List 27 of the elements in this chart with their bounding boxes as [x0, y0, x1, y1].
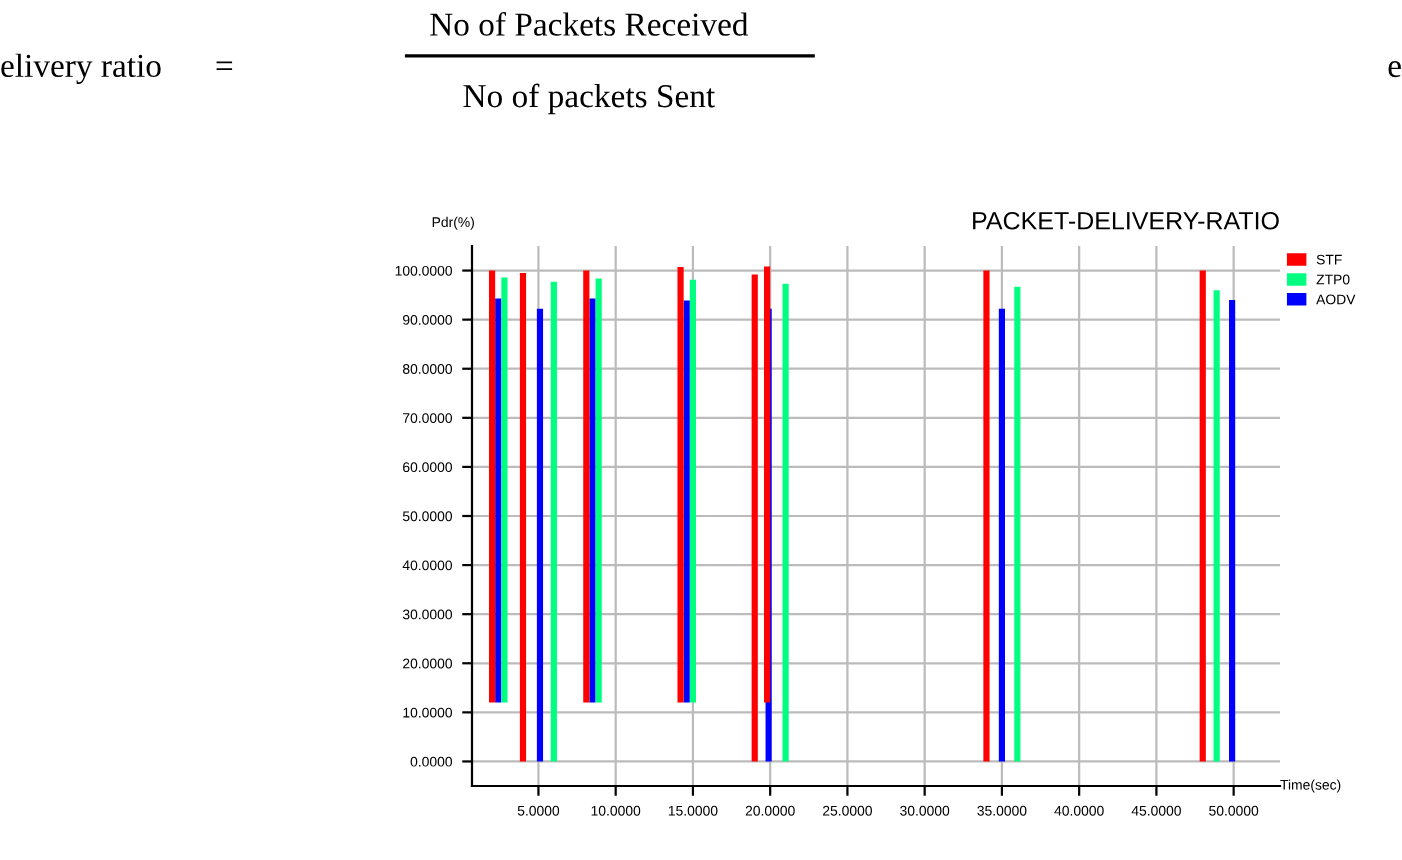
text: No of Packets Received: [430, 12, 749, 36]
bar: [677, 267, 684, 703]
text: =: [216, 61, 233, 70]
bar: [1014, 286, 1021, 762]
bar: [536, 308, 544, 762]
bar: [763, 266, 771, 703]
bar: [550, 281, 557, 762]
bar: [501, 277, 508, 703]
bar: [683, 300, 690, 703]
bar: [782, 283, 789, 762]
chart-title: PACKET-DELIVERY-RATIO: [973, 211, 1279, 230]
bar: [1229, 300, 1236, 762]
text: e: [1388, 61, 1401, 78]
bar: [751, 274, 758, 762]
bar: [583, 270, 590, 703]
bar: [488, 270, 496, 703]
bar: [519, 273, 527, 762]
bar: [595, 278, 602, 703]
bar: [983, 270, 990, 762]
bar: [1199, 270, 1206, 762]
bar: [998, 308, 1005, 762]
bar: [589, 298, 596, 703]
bar: [689, 279, 697, 703]
bar: [1213, 290, 1220, 762]
text: No of packets Sent: [463, 83, 715, 115]
text: elivery ratio: [1, 53, 161, 84]
bar: [495, 298, 502, 703]
